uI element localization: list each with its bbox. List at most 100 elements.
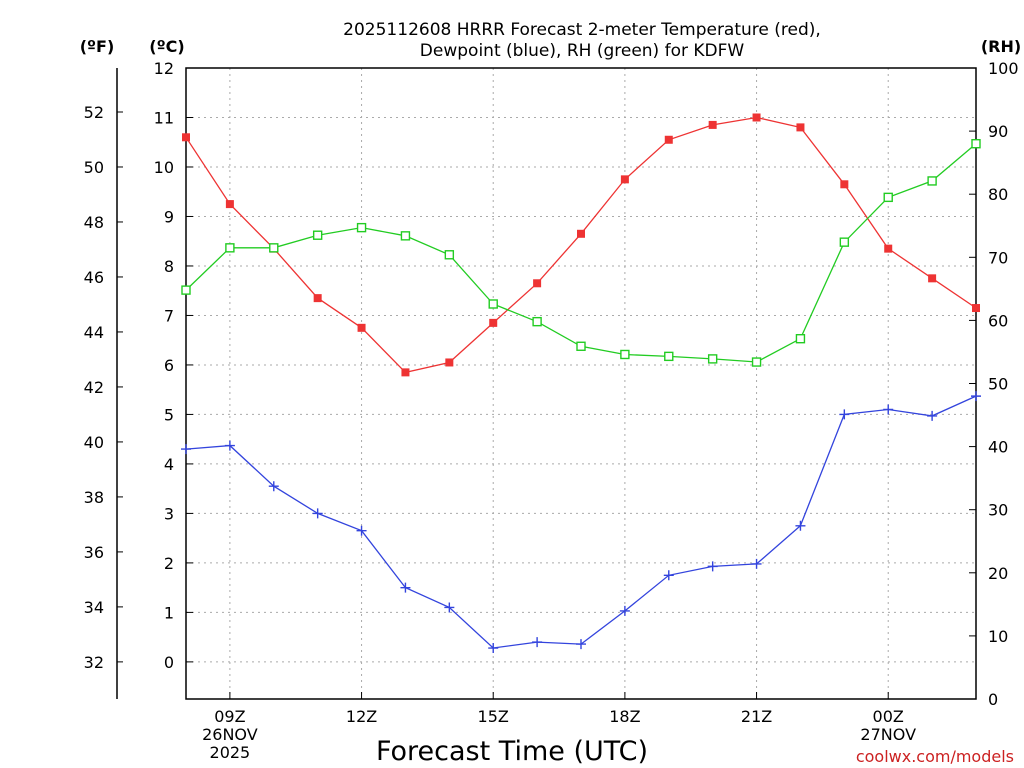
temperature-point bbox=[313, 294, 322, 303]
dewpoint-point bbox=[883, 404, 894, 415]
temperature-point bbox=[357, 323, 366, 332]
rh-tick-label: 80 bbox=[988, 185, 1008, 204]
fahrenheit-tick-label: 46 bbox=[84, 268, 104, 287]
dewpoint-point bbox=[444, 602, 455, 613]
x-tick-label: 2025 bbox=[210, 743, 251, 762]
celsius-tick-label: 0 bbox=[164, 653, 174, 672]
dewpoint-point bbox=[268, 481, 279, 492]
fahrenheit-tick-label: 38 bbox=[84, 488, 104, 507]
temperature-point bbox=[225, 200, 234, 209]
rh-tick-label: 30 bbox=[988, 501, 1008, 520]
x-tick-label: 00Z bbox=[873, 707, 904, 726]
temperature-point bbox=[533, 279, 542, 288]
fahrenheit-tick-label: 48 bbox=[84, 213, 104, 232]
dewpoint-point bbox=[576, 639, 586, 650]
chart-title-line2: Dewpoint (blue), RH (green) for KDFW bbox=[420, 41, 745, 61]
rh-point bbox=[795, 333, 806, 344]
dewpoint-point bbox=[751, 558, 762, 569]
temperature-point bbox=[401, 368, 410, 377]
rh-point bbox=[312, 230, 323, 240]
rh-line bbox=[185, 143, 977, 363]
plot-frame bbox=[185, 67, 977, 700]
data-series bbox=[181, 113, 981, 654]
rh-point bbox=[620, 349, 630, 360]
temperature-point bbox=[796, 123, 805, 132]
chart-title-line1: 2025112608 HRRR Forecast 2-meter Tempera… bbox=[343, 20, 821, 40]
fahrenheit-tick-label: 40 bbox=[84, 433, 104, 452]
x-tick-label: 27NOV bbox=[860, 725, 916, 744]
rh-point bbox=[400, 231, 411, 241]
rh-point bbox=[751, 357, 762, 367]
rh-tick-label: 70 bbox=[988, 248, 1008, 267]
celsius-tick-label: 5 bbox=[164, 405, 174, 424]
fahrenheit-unit-label: (ºF) bbox=[80, 37, 115, 56]
rh-point bbox=[356, 222, 367, 233]
x-tick-label: 18Z bbox=[609, 707, 640, 726]
rh-point bbox=[488, 299, 498, 309]
dewpoint-point bbox=[663, 570, 674, 581]
rh-tick-label: 50 bbox=[988, 375, 1008, 394]
dewpoint-point bbox=[312, 508, 323, 519]
celsius-tick-label: 12 bbox=[154, 59, 174, 78]
temperature-point bbox=[445, 358, 454, 367]
rh-point bbox=[883, 192, 893, 203]
celsius-tick-label: 6 bbox=[164, 356, 174, 375]
celsius-tick-label: 2 bbox=[164, 554, 174, 573]
dewpoint-point bbox=[181, 444, 191, 455]
dewpoint-point bbox=[488, 643, 499, 654]
rh-point bbox=[269, 243, 279, 253]
rh-point bbox=[225, 243, 235, 253]
temperature-point bbox=[928, 274, 937, 283]
rh-point bbox=[576, 341, 586, 351]
dewpoint-point bbox=[400, 582, 411, 593]
temperature-point bbox=[840, 180, 849, 189]
fahrenheit-tick-label: 36 bbox=[84, 543, 104, 562]
celsius-tick-label: 1 bbox=[164, 603, 174, 622]
celsius-tick-label: 7 bbox=[164, 306, 174, 325]
dewpoint-point bbox=[224, 440, 235, 451]
celsius-unit-label: (ºC) bbox=[149, 37, 184, 56]
temperature-point bbox=[708, 120, 717, 129]
rh-point bbox=[839, 237, 850, 247]
rh-tick-label: 20 bbox=[988, 564, 1008, 583]
rh-tick-label: 0 bbox=[988, 690, 998, 709]
x-tick-label: 12Z bbox=[346, 707, 377, 726]
temperature-point bbox=[664, 135, 673, 144]
rh-tick-label: 100 bbox=[988, 59, 1019, 78]
temperature-line bbox=[185, 116, 977, 374]
fahrenheit-tick-label: 34 bbox=[84, 598, 104, 617]
x-tick-label: 26NOV bbox=[202, 725, 258, 744]
rh-point bbox=[707, 354, 718, 364]
temperature-point bbox=[752, 113, 761, 122]
x-tick-label: 21Z bbox=[741, 707, 772, 726]
rh-unit-label: (RH) bbox=[981, 37, 1021, 56]
temperature-point bbox=[884, 244, 893, 253]
rh-point bbox=[181, 285, 191, 295]
celsius-tick-label: 9 bbox=[164, 207, 174, 226]
rh-point bbox=[971, 139, 981, 149]
rh-point bbox=[664, 351, 674, 362]
rh-point bbox=[927, 176, 937, 186]
rh-point bbox=[532, 316, 542, 327]
dewpoint-point bbox=[707, 561, 718, 572]
celsius-tick-label: 10 bbox=[154, 158, 174, 177]
celsius-tick-label: 4 bbox=[164, 455, 174, 474]
temperature-point bbox=[972, 304, 980, 313]
rh-point bbox=[444, 250, 455, 260]
rh-tick-label: 10 bbox=[988, 627, 1008, 646]
x-tick-label: 09Z bbox=[214, 707, 245, 726]
celsius-tick-label: 3 bbox=[164, 504, 174, 523]
dewpoint-point bbox=[971, 391, 981, 402]
rh-tick-label: 60 bbox=[988, 311, 1008, 330]
gridlines bbox=[186, 67, 976, 699]
dewpoint-point bbox=[927, 410, 938, 421]
temperature-point bbox=[489, 318, 498, 327]
rh-tick-label: 40 bbox=[988, 438, 1008, 457]
fahrenheit-tick-label: 32 bbox=[84, 653, 104, 672]
x-tick-label: 15Z bbox=[478, 707, 509, 726]
fahrenheit-tick-label: 44 bbox=[84, 323, 104, 342]
dewpoint-point bbox=[356, 525, 367, 536]
celsius-tick-label: 8 bbox=[164, 257, 174, 276]
dewpoint-line bbox=[185, 395, 977, 649]
